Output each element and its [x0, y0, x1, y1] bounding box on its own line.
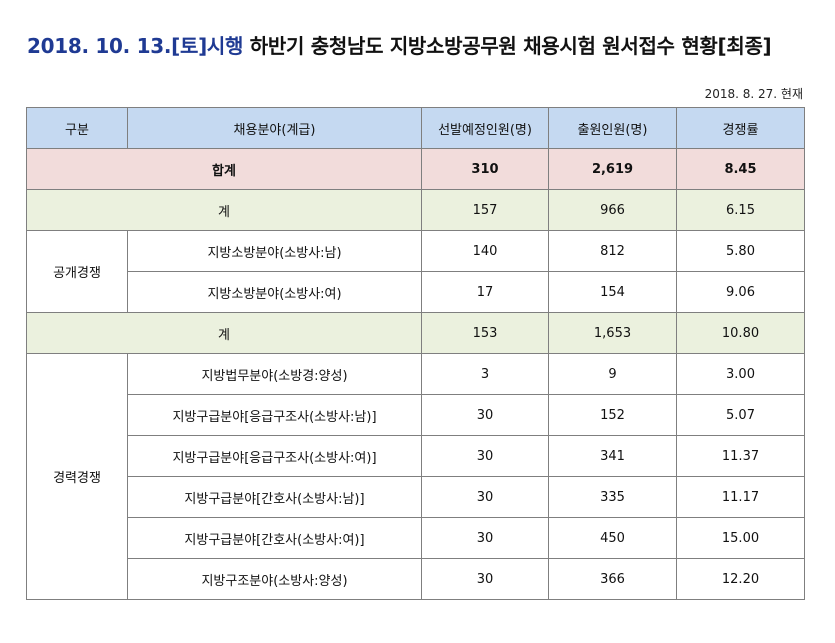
row-planned: 30 [421, 435, 549, 477]
row-ratio: 5.80 [676, 230, 805, 272]
header-field: 채용분야(계급) [127, 107, 422, 149]
table-row: 경력경쟁 지방법무분야(소방경:양성) 3 9 3.00 [26, 353, 805, 600]
row-applicants: 152 [548, 394, 677, 436]
row-applicants: 341 [548, 435, 677, 477]
subtotal-ratio: 6.15 [676, 189, 805, 231]
row-planned: 30 [421, 517, 549, 559]
subtotal-label: 계 [26, 189, 422, 231]
subtotal-row-career: 계 153 1,653 10.80 [26, 312, 805, 354]
header-applicants: 출원인원(명) [548, 107, 677, 149]
row-field: 지방소방분야(소방사:여) [127, 271, 422, 313]
table-row: 지방구조분야(소방사:양성) 30 366 12.20 [27, 558, 805, 600]
total-ratio: 8.45 [676, 148, 805, 190]
row-ratio: 15.00 [676, 517, 805, 559]
total-planned: 310 [421, 148, 549, 190]
title-main-text: 하반기 충청남도 지방소방공무원 채용시험 원서접수 현황[최종] [243, 34, 772, 58]
table-row: 지방구급분야[응급구조사(소방사:여)] 30 341 11.37 [27, 435, 805, 477]
as-of-date: 2018. 8. 27. 현재 [704, 87, 803, 101]
table-row: 지방구급분야[간호사(소방사:여)] 30 450 15.00 [27, 517, 805, 559]
row-field: 지방구급분야[응급구조사(소방사:여)] [127, 435, 422, 477]
header-ratio: 경쟁률 [676, 107, 805, 149]
group-label-open: 공개경쟁 [26, 230, 128, 313]
row-ratio: 5.07 [676, 394, 805, 436]
row-applicants: 9 [548, 353, 677, 395]
subtotal-planned: 157 [421, 189, 549, 231]
group-label-career: 경력경쟁 [26, 353, 128, 600]
subtotal-applicants: 966 [548, 189, 677, 231]
row-planned: 3 [421, 353, 549, 395]
row-applicants: 154 [548, 271, 677, 313]
row-applicants: 450 [548, 517, 677, 559]
subtotal-ratio: 10.80 [676, 312, 805, 354]
row-ratio: 11.37 [676, 435, 805, 477]
application-status-table: 구분 채용분야(계급) 선발예정인원(명) 출원인원(명) 경쟁률 합계 310… [26, 107, 805, 600]
row-ratio: 9.06 [676, 271, 805, 313]
row-field: 지방구급분야[응급구조사(소방사:남)] [127, 394, 422, 436]
row-field: 지방구급분야[간호사(소방사:여)] [127, 517, 422, 559]
table-row: 지방구급분야[응급구조사(소방사:남)] 30 152 5.07 [27, 394, 805, 436]
row-field: 지방구급분야[간호사(소방사:남)] [127, 476, 422, 518]
total-row: 합계 310 2,619 8.45 [26, 148, 805, 190]
row-planned: 30 [421, 394, 549, 436]
row-planned: 30 [421, 476, 549, 518]
subtotal-row-open: 계 157 966 6.15 [26, 189, 805, 231]
row-ratio: 12.20 [676, 558, 805, 600]
table-row: 지방구급분야[간호사(소방사:남)] 30 335 11.17 [27, 476, 805, 518]
row-applicants: 366 [548, 558, 677, 600]
row-field: 지방구조분야(소방사:양성) [127, 558, 422, 600]
title-date-prefix: 2018. 10. 13.[토]시행 [27, 34, 244, 58]
page-title: 2018. 10. 13.[토]시행 하반기 충청남도 지방소방공무원 채용시험… [27, 30, 817, 59]
row-ratio: 11.17 [676, 476, 805, 518]
row-planned: 17 [421, 271, 549, 313]
header-category: 구분 [26, 107, 128, 149]
subtotal-label: 계 [26, 312, 422, 354]
total-label: 합계 [26, 148, 422, 190]
row-ratio: 3.00 [676, 353, 805, 395]
header-planned: 선발예정인원(명) [421, 107, 549, 149]
row-applicants: 335 [548, 476, 677, 518]
subtotal-applicants: 1,653 [548, 312, 677, 354]
row-applicants: 812 [548, 230, 677, 272]
row-field: 지방법무분야(소방경:양성) [127, 353, 422, 395]
table-row: 공개경쟁 지방소방분야(소방사:남) 140 812 5.80 [26, 230, 805, 313]
total-applicants: 2,619 [548, 148, 677, 190]
row-field: 지방소방분야(소방사:남) [127, 230, 422, 272]
table-row: 지방소방분야(소방사:여) 17 154 9.06 [27, 271, 805, 313]
row-planned: 30 [421, 558, 549, 600]
table-header-row: 구분 채용분야(계급) 선발예정인원(명) 출원인원(명) 경쟁률 [26, 107, 805, 149]
row-planned: 140 [421, 230, 549, 272]
subtotal-planned: 153 [421, 312, 549, 354]
